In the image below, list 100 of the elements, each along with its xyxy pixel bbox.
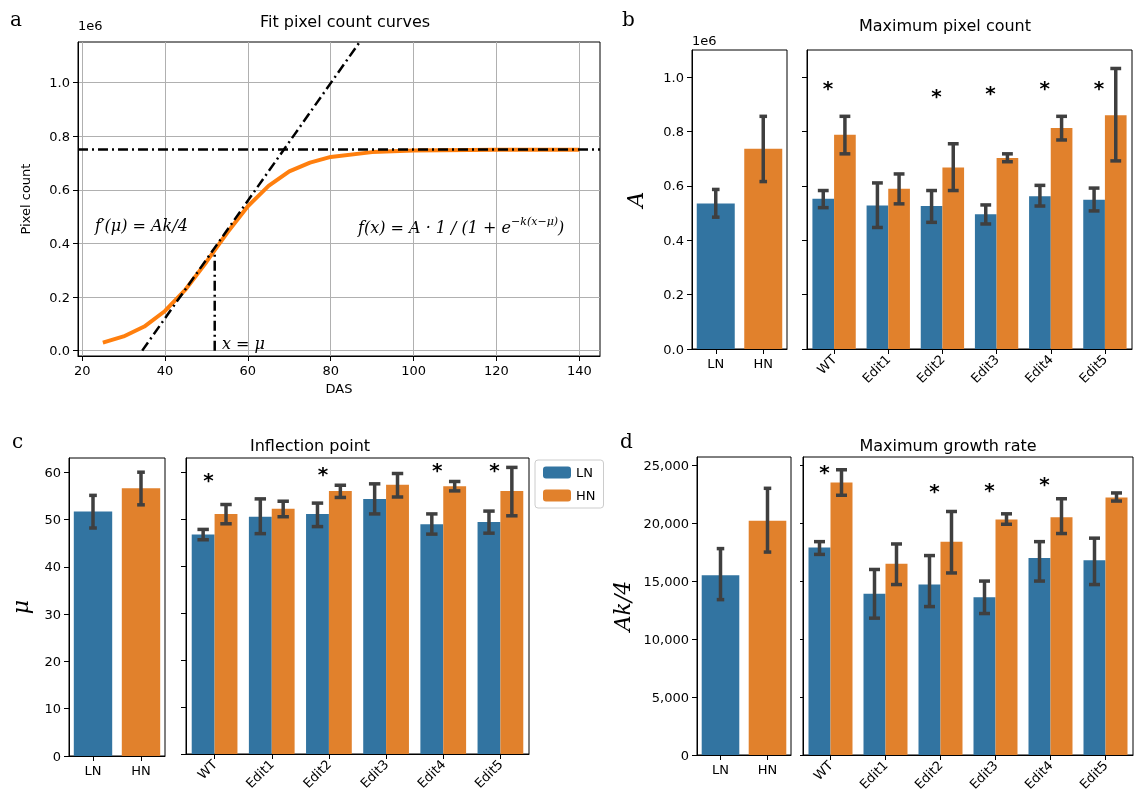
x-tick-label: HN [131, 763, 151, 778]
bar [812, 198, 835, 349]
x-tick-label: WT [194, 756, 220, 782]
bar [477, 521, 501, 754]
annotation: x = μ [222, 333, 265, 353]
text: b [622, 7, 635, 31]
bar [386, 484, 409, 754]
x-tick-label: HN [753, 356, 773, 371]
y-tick-label: 0.4 [663, 232, 684, 248]
y-tick-label: 30 [44, 606, 61, 622]
annotation: * [432, 458, 444, 483]
bar [1050, 128, 1073, 349]
x-tick-label: 140 [566, 363, 592, 378]
y-axis-title: Ak/4 [609, 580, 635, 634]
y-tick-label: 15,000 [643, 573, 689, 589]
annotation: * [984, 477, 996, 502]
bar [443, 486, 467, 754]
y-tick-label: 20 [44, 653, 61, 669]
bar [995, 519, 1018, 755]
y-axis-title: μ [7, 599, 33, 615]
annotation: * [822, 76, 834, 101]
x-axis-title: DAS [325, 381, 353, 396]
text: 1e6 [692, 32, 717, 48]
bar [808, 547, 831, 755]
bar [1083, 199, 1105, 349]
y-tick-label: 40 [44, 559, 61, 575]
bar [214, 513, 238, 754]
bar [942, 167, 965, 349]
text: 1e6 [78, 17, 103, 33]
bar [973, 597, 996, 755]
y-tick-label: 0.0 [663, 341, 684, 357]
x-tick-label: 100 [401, 363, 426, 378]
x-tick-label: 40 [156, 363, 174, 378]
chart-title: Maximum pixel count [858, 15, 1032, 35]
y-tick-label: 10 [44, 701, 61, 717]
annotation: * [929, 478, 941, 503]
x-tick-label: LN [712, 762, 729, 777]
y-tick-label: 0.2 [663, 287, 684, 303]
annotation: * [931, 84, 943, 109]
bar [830, 482, 853, 755]
y-tick-label: 0.8 [49, 128, 70, 144]
y-axis-title: Pixel count [18, 163, 33, 235]
bar [974, 214, 997, 349]
x-tick-label: 60 [239, 363, 257, 378]
chart-title: Fit pixel count curves [259, 11, 431, 31]
annotation: * [819, 460, 831, 485]
bar [863, 593, 886, 755]
y-tick-label: 0.4 [49, 235, 70, 251]
bar [885, 563, 908, 755]
bar [866, 205, 889, 349]
annotation: f′(μ) = Ak/4 [94, 215, 188, 235]
bar [328, 490, 352, 754]
text: c [12, 429, 24, 453]
annotation: * [489, 458, 501, 483]
bar [940, 541, 963, 755]
y-tick-label: 1.0 [663, 69, 684, 85]
y-tick-label: 50 [44, 511, 61, 527]
bar [1050, 517, 1073, 755]
legend-label: HN [576, 488, 596, 503]
y-tick-label: 1.0 [49, 75, 70, 91]
bar [306, 513, 329, 754]
y-tick-label: 0 [680, 747, 689, 763]
y-tick-label: 0.6 [49, 182, 70, 198]
y-tick-label: 60 [44, 464, 61, 480]
y-axis-title: A [622, 191, 648, 210]
bar [1028, 557, 1051, 755]
bar [420, 524, 444, 754]
bar [248, 516, 272, 754]
annotation: * [985, 81, 997, 106]
y-tick-label: 0.8 [663, 124, 684, 140]
x-tick-label: LN [84, 763, 102, 778]
y-tick-label: 0.0 [49, 343, 70, 359]
bar [1083, 560, 1106, 755]
chart-title: Maximum growth rate [859, 435, 1037, 455]
x-tick-label: HN [757, 762, 778, 777]
y-tick-label: 0.2 [49, 289, 70, 305]
annotation: * [1093, 76, 1105, 101]
x-tick-label: LN [707, 356, 725, 371]
chart-title: Inflection point [249, 435, 371, 455]
x-tick-label: 20 [73, 363, 91, 378]
bar [363, 498, 387, 754]
bar [888, 188, 910, 349]
y-tick-label: 0 [52, 748, 61, 764]
annotation: * [1039, 471, 1051, 496]
annotation: * [1039, 76, 1051, 101]
y-tick-label: 25,000 [643, 457, 689, 473]
x-tick-label: 80 [322, 363, 339, 378]
bar [500, 490, 524, 754]
y-tick-label: 10,000 [643, 631, 689, 647]
y-tick-label: 5,000 [651, 689, 689, 705]
x-tick-label: WT [814, 351, 840, 377]
text: a [10, 7, 22, 31]
bar [834, 134, 856, 349]
bar [271, 508, 295, 754]
bar [1105, 497, 1128, 755]
legend-label: LN [576, 465, 593, 480]
annotation: * [317, 461, 329, 486]
text: d [620, 429, 633, 453]
bar [918, 584, 941, 755]
annotation: * [203, 468, 215, 493]
